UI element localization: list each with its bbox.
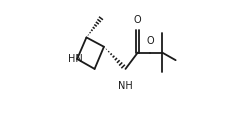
Text: NH: NH xyxy=(118,81,133,91)
Text: O: O xyxy=(134,15,142,25)
Text: O: O xyxy=(147,36,154,46)
Text: HN: HN xyxy=(68,54,83,64)
